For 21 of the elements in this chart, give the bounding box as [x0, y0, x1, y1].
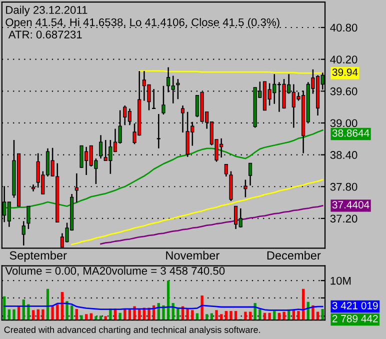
- data-label: 39.94: [332, 68, 358, 76]
- chart-title: Daily 23.12.2011: [6, 6, 88, 16]
- text: Open 41.54, Hi 41.6538, Lo 41.4106, Close 41.5 (0.3%): [6, 18, 280, 28]
- data-label: 3 421 019: [332, 302, 378, 310]
- y-tick-label: 37.20: [330, 214, 358, 223]
- x-tick-label: September: [10, 250, 67, 262]
- data-label: 2 789 442: [332, 314, 378, 322]
- x-tick-label: December: [267, 250, 321, 260]
- y-tick-label: 10M: [330, 276, 351, 285]
- y-tick-label: 37.80: [330, 182, 358, 191]
- y-tick-label: 40.80: [330, 24, 358, 32]
- y-tick-label: 39.60: [330, 87, 358, 96]
- text: Created with advanced charting and technical analysis software.: [4, 326, 260, 335]
- y-tick-label: 38.40: [330, 151, 358, 159]
- x-tick-label: November: [166, 250, 220, 260]
- chart-title: Volume = 0.00, MA20volume = 3 458 740.50: [5, 266, 225, 276]
- data-label: 37.4404: [332, 201, 370, 208]
- y-tick-label: 40.20: [330, 56, 358, 64]
- annotation: ATR: 0.687231: [8, 30, 82, 38]
- y-tick-label: 39.00: [330, 119, 358, 128]
- data-label: 38.8644: [332, 129, 370, 137]
